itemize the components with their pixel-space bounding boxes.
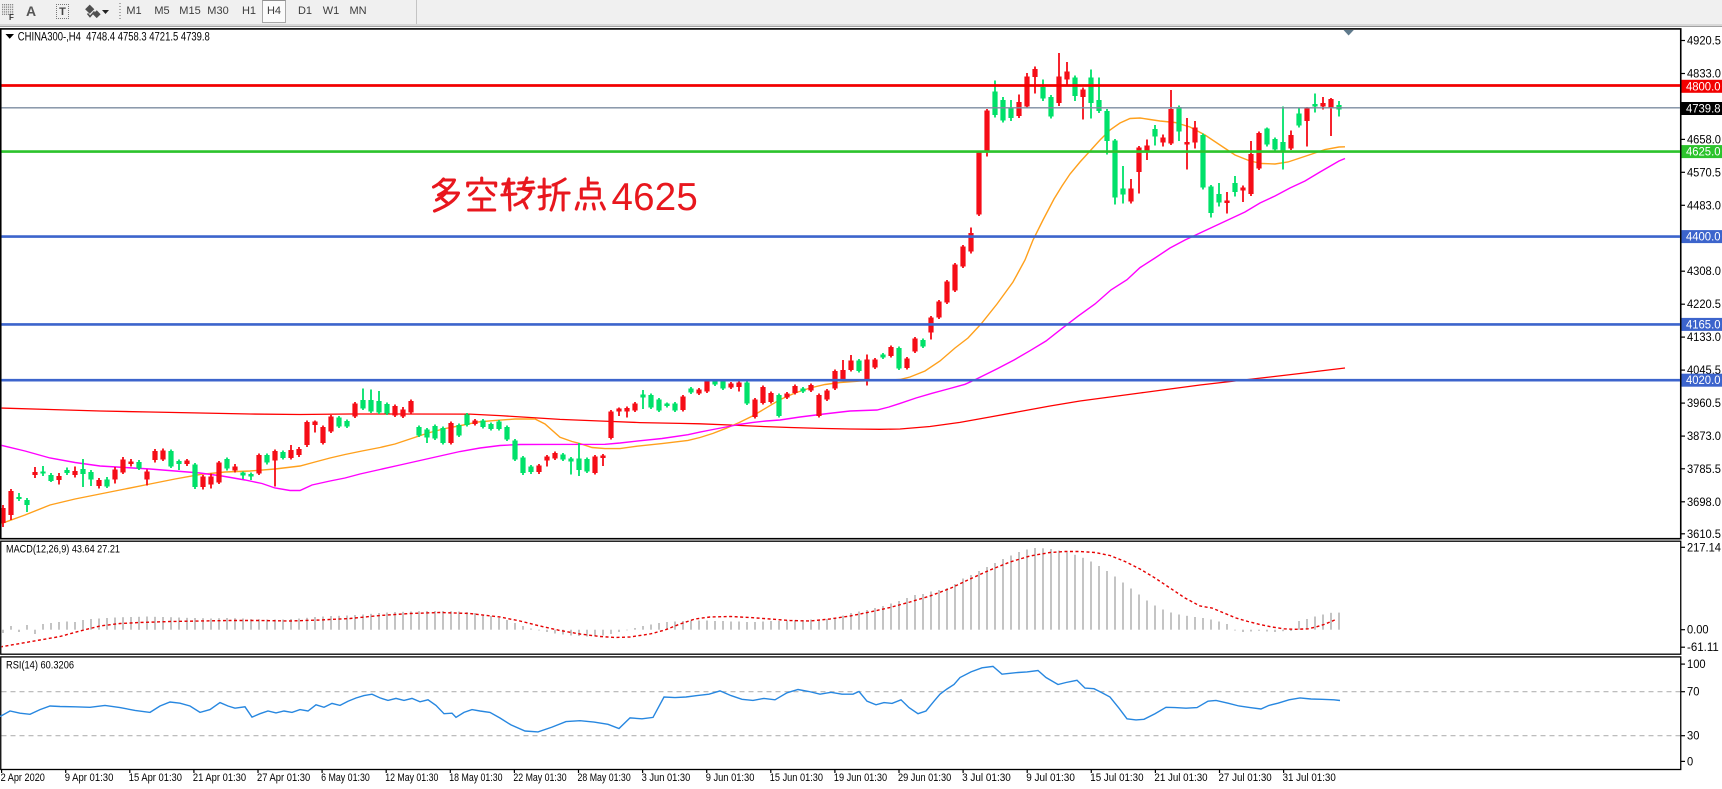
svg-text:4400.0: 4400.0 — [1686, 232, 1721, 244]
svg-text:100: 100 — [1687, 659, 1706, 671]
svg-text:3960.5: 3960.5 — [1687, 398, 1721, 410]
svg-text:28 May 01:30: 28 May 01:30 — [578, 772, 631, 784]
svg-text:4483.0: 4483.0 — [1687, 200, 1721, 212]
svg-text:4833.0: 4833.0 — [1687, 69, 1721, 81]
svg-text:0: 0 — [1687, 756, 1693, 768]
svg-text:19 Jun 01:30: 19 Jun 01:30 — [834, 772, 887, 784]
svg-text:27 Jul 01:30: 27 Jul 01:30 — [1219, 772, 1272, 784]
svg-text:2 Apr 2020: 2 Apr 2020 — [1, 772, 45, 784]
svg-text:4020.0: 4020.0 — [1686, 375, 1721, 387]
svg-text:4165.0: 4165.0 — [1686, 319, 1721, 331]
svg-text:9 Apr 01:30: 9 Apr 01:30 — [65, 772, 114, 784]
svg-text:3610.5: 3610.5 — [1687, 529, 1721, 541]
svg-text:30: 30 — [1687, 731, 1699, 743]
svg-text:22 May 01:30: 22 May 01:30 — [513, 772, 566, 784]
svg-text:4133.0: 4133.0 — [1687, 332, 1721, 344]
svg-text:15 Apr 01:30: 15 Apr 01:30 — [129, 772, 182, 784]
svg-text:4800.0: 4800.0 — [1686, 81, 1721, 93]
svg-text:-61.11: -61.11 — [1687, 642, 1719, 654]
svg-text:MACD(12,26,9) 43.64 27.21: MACD(12,26,9) 43.64 27.21 — [6, 544, 120, 556]
svg-text:9 Jun 01:30: 9 Jun 01:30 — [706, 772, 755, 784]
svg-text:70: 70 — [1687, 687, 1699, 699]
svg-text:CHINA300-,H4 4748.4 4758.3 47: CHINA300-,H4 4748.4 4758.3 4721.5 4739.8 — [18, 32, 210, 44]
svg-text:6 May 01:30: 6 May 01:30 — [321, 772, 370, 784]
svg-text:4308.0: 4308.0 — [1687, 266, 1721, 278]
svg-text:RSI(14) 60.3206: RSI(14) 60.3206 — [6, 660, 74, 672]
svg-text:21 Apr 01:30: 21 Apr 01:30 — [193, 772, 246, 784]
svg-text:15 Jun 01:30: 15 Jun 01:30 — [770, 772, 823, 784]
svg-text:4658.0: 4658.0 — [1687, 134, 1721, 146]
svg-text:3698.0: 3698.0 — [1687, 497, 1721, 509]
svg-text:217.14: 217.14 — [1687, 542, 1722, 554]
svg-text:15 Jul 01:30: 15 Jul 01:30 — [1090, 772, 1143, 784]
svg-text:29 Jun 01:30: 29 Jun 01:30 — [898, 772, 951, 784]
svg-text:4739.8: 4739.8 — [1686, 104, 1721, 116]
svg-text:4625: 4625 — [612, 176, 698, 219]
svg-text:4570.5: 4570.5 — [1687, 167, 1721, 179]
svg-text:4220.5: 4220.5 — [1687, 299, 1721, 311]
svg-text:31 Jul 01:30: 31 Jul 01:30 — [1283, 772, 1336, 784]
svg-text:12 May 01:30: 12 May 01:30 — [385, 772, 438, 784]
svg-text:3 Jun 01:30: 3 Jun 01:30 — [642, 772, 691, 784]
svg-text:4625.0: 4625.0 — [1686, 147, 1721, 159]
svg-text:18 May 01:30: 18 May 01:30 — [449, 772, 502, 784]
svg-text:4920.5: 4920.5 — [1687, 36, 1721, 48]
svg-text:27 Apr 01:30: 27 Apr 01:30 — [257, 772, 310, 784]
svg-text:3785.5: 3785.5 — [1687, 464, 1721, 476]
svg-text:21 Jul 01:30: 21 Jul 01:30 — [1154, 772, 1207, 784]
svg-text:F: F — [9, 13, 14, 22]
svg-text:9 Jul 01:30: 9 Jul 01:30 — [1026, 772, 1075, 784]
svg-text:3 Jul 01:30: 3 Jul 01:30 — [962, 772, 1011, 784]
svg-text:3873.0: 3873.0 — [1687, 431, 1721, 443]
svg-text:0.00: 0.00 — [1687, 625, 1709, 637]
